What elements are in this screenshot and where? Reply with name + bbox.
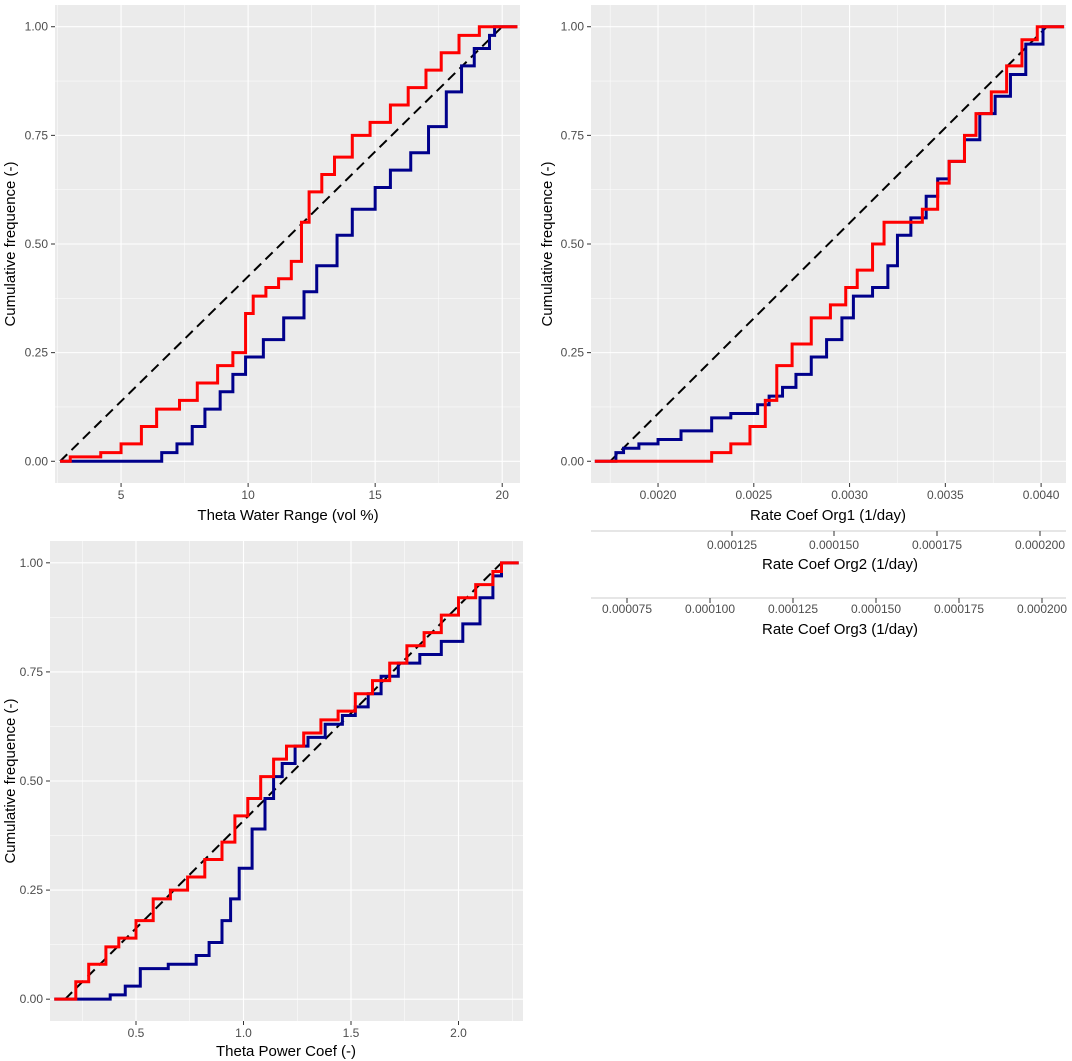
y-tick-label: 0.50 (25, 237, 49, 251)
secondary-tick-label: 0.000125 (768, 602, 818, 616)
x-tick-label: 1.5 (343, 1026, 360, 1040)
panel-theta-power-coef: 0.5 1.0 1.5 2.0 0.00 0.25 0.50 0.75 1.00 Theta P… (2, 541, 523, 1060)
grid-lines (55, 5, 520, 483)
y-tick-label: 0.75 (20, 665, 44, 679)
y-tick-label: 0.50 (561, 237, 585, 251)
y-tick-label: 1.00 (25, 20, 49, 34)
chart-marks (594, 25, 1065, 463)
x-tick-label: 0.5 (128, 1026, 145, 1040)
x-tick-label: 0.0025 (735, 488, 772, 502)
secondary-axis-title: Rate Coef Org3 (1/day) (762, 621, 918, 638)
secondary-axis-title: Rate Coef Org2 (1/day) (762, 556, 918, 573)
diagonal-reference-line (64, 562, 503, 1000)
y-tick-label: 0.25 (25, 346, 49, 360)
diagonal-reference-line (609, 26, 1048, 462)
y-tick-label: 0.75 (561, 128, 585, 142)
x-tick-label: 0.0040 (1023, 488, 1060, 502)
y-tick-label: 0.00 (20, 992, 44, 1006)
secondary-tick-label: 0.000150 (851, 602, 901, 616)
x-tick-label: 0.0020 (640, 488, 677, 502)
x-tick-label: 1.0 (235, 1026, 252, 1040)
chart-marks (54, 561, 519, 1001)
grid-lines (50, 541, 523, 1021)
axis-ticks: 5 10 15 20 0.00 0.25 0.50 0.75 1.00 (25, 20, 510, 502)
y-axis-title: Cumulative frequence (-) (539, 161, 556, 326)
x-axis-title: Rate Coef Org1 (1/day) (750, 507, 906, 524)
secondary-tick-label: 0.000150 (809, 538, 859, 552)
panel-theta-water-range: 5 10 15 20 0.00 0.25 0.50 0.75 1.00 Theta Water … (2, 5, 520, 524)
secondary-tick-label: 0.000175 (912, 538, 962, 552)
y-tick-label: 0.25 (20, 883, 44, 897)
x-tick-label: 15 (368, 488, 382, 502)
y-tick-label: 0.00 (561, 454, 585, 468)
ecdf-line-red (60, 25, 518, 463)
diagonal-reference-line (59, 26, 503, 462)
ecdf-line-red (594, 25, 1065, 463)
y-tick-label: 0.50 (20, 774, 44, 788)
x-tick-label: 2.0 (450, 1026, 467, 1040)
chart-marks (59, 25, 518, 463)
ecdf-line-blue (54, 561, 519, 1001)
y-tick-label: 0.75 (25, 128, 49, 142)
x-tick-label: 0.0030 (831, 488, 868, 502)
y-tick-label: 0.00 (25, 454, 49, 468)
y-axis-title: Cumulative frequence (-) (2, 698, 19, 863)
ecdf-line-red (54, 561, 519, 1001)
x-tick-label: 0.0035 (927, 488, 964, 502)
secondary-tick-label: 0.000200 (1017, 602, 1067, 616)
x-tick-label: 20 (496, 488, 510, 502)
y-tick-label: 1.00 (20, 556, 44, 570)
grid-lines (591, 5, 1066, 483)
secondary-tick-label: 0.000200 (1015, 538, 1065, 552)
ecdf-line-blue (594, 25, 1065, 463)
ecdf-line-blue (60, 25, 518, 463)
secondary-tick-label: 0.000075 (602, 602, 652, 616)
secondary-axis-org2: 0.000125 0.000150 0.000175 0.000200 Rate… (591, 530, 1066, 573)
secondary-axis-org3: 0.000075 0.000100 0.000125 0.000150 0.00… (591, 597, 1067, 638)
axis-ticks: 0.5 1.0 1.5 2.0 0.00 0.25 0.50 0.75 1.00 (20, 556, 468, 1040)
y-tick-label: 0.25 (561, 346, 585, 360)
x-axis-title: Theta Power Coef (-) (216, 1043, 356, 1060)
panel-rate-coef-org1: 0.0020 0.0025 0.0030 0.0035 0.0040 0.00 0.25 0.… (539, 5, 1067, 638)
x-tick-label: 10 (241, 488, 255, 502)
secondary-tick-label: 0.000175 (934, 602, 984, 616)
secondary-tick-label: 0.000100 (685, 602, 735, 616)
axis-ticks: 0.0020 0.0025 0.0030 0.0035 0.0040 0.00 0.25 0.… (561, 20, 1060, 502)
secondary-tick-label: 0.000125 (707, 538, 757, 552)
x-tick-label: 5 (118, 488, 125, 502)
y-axis-title: Cumulative frequence (-) (2, 161, 19, 326)
y-tick-label: 1.00 (561, 20, 585, 34)
x-axis-title: Theta Water Range (vol %) (197, 507, 378, 524)
